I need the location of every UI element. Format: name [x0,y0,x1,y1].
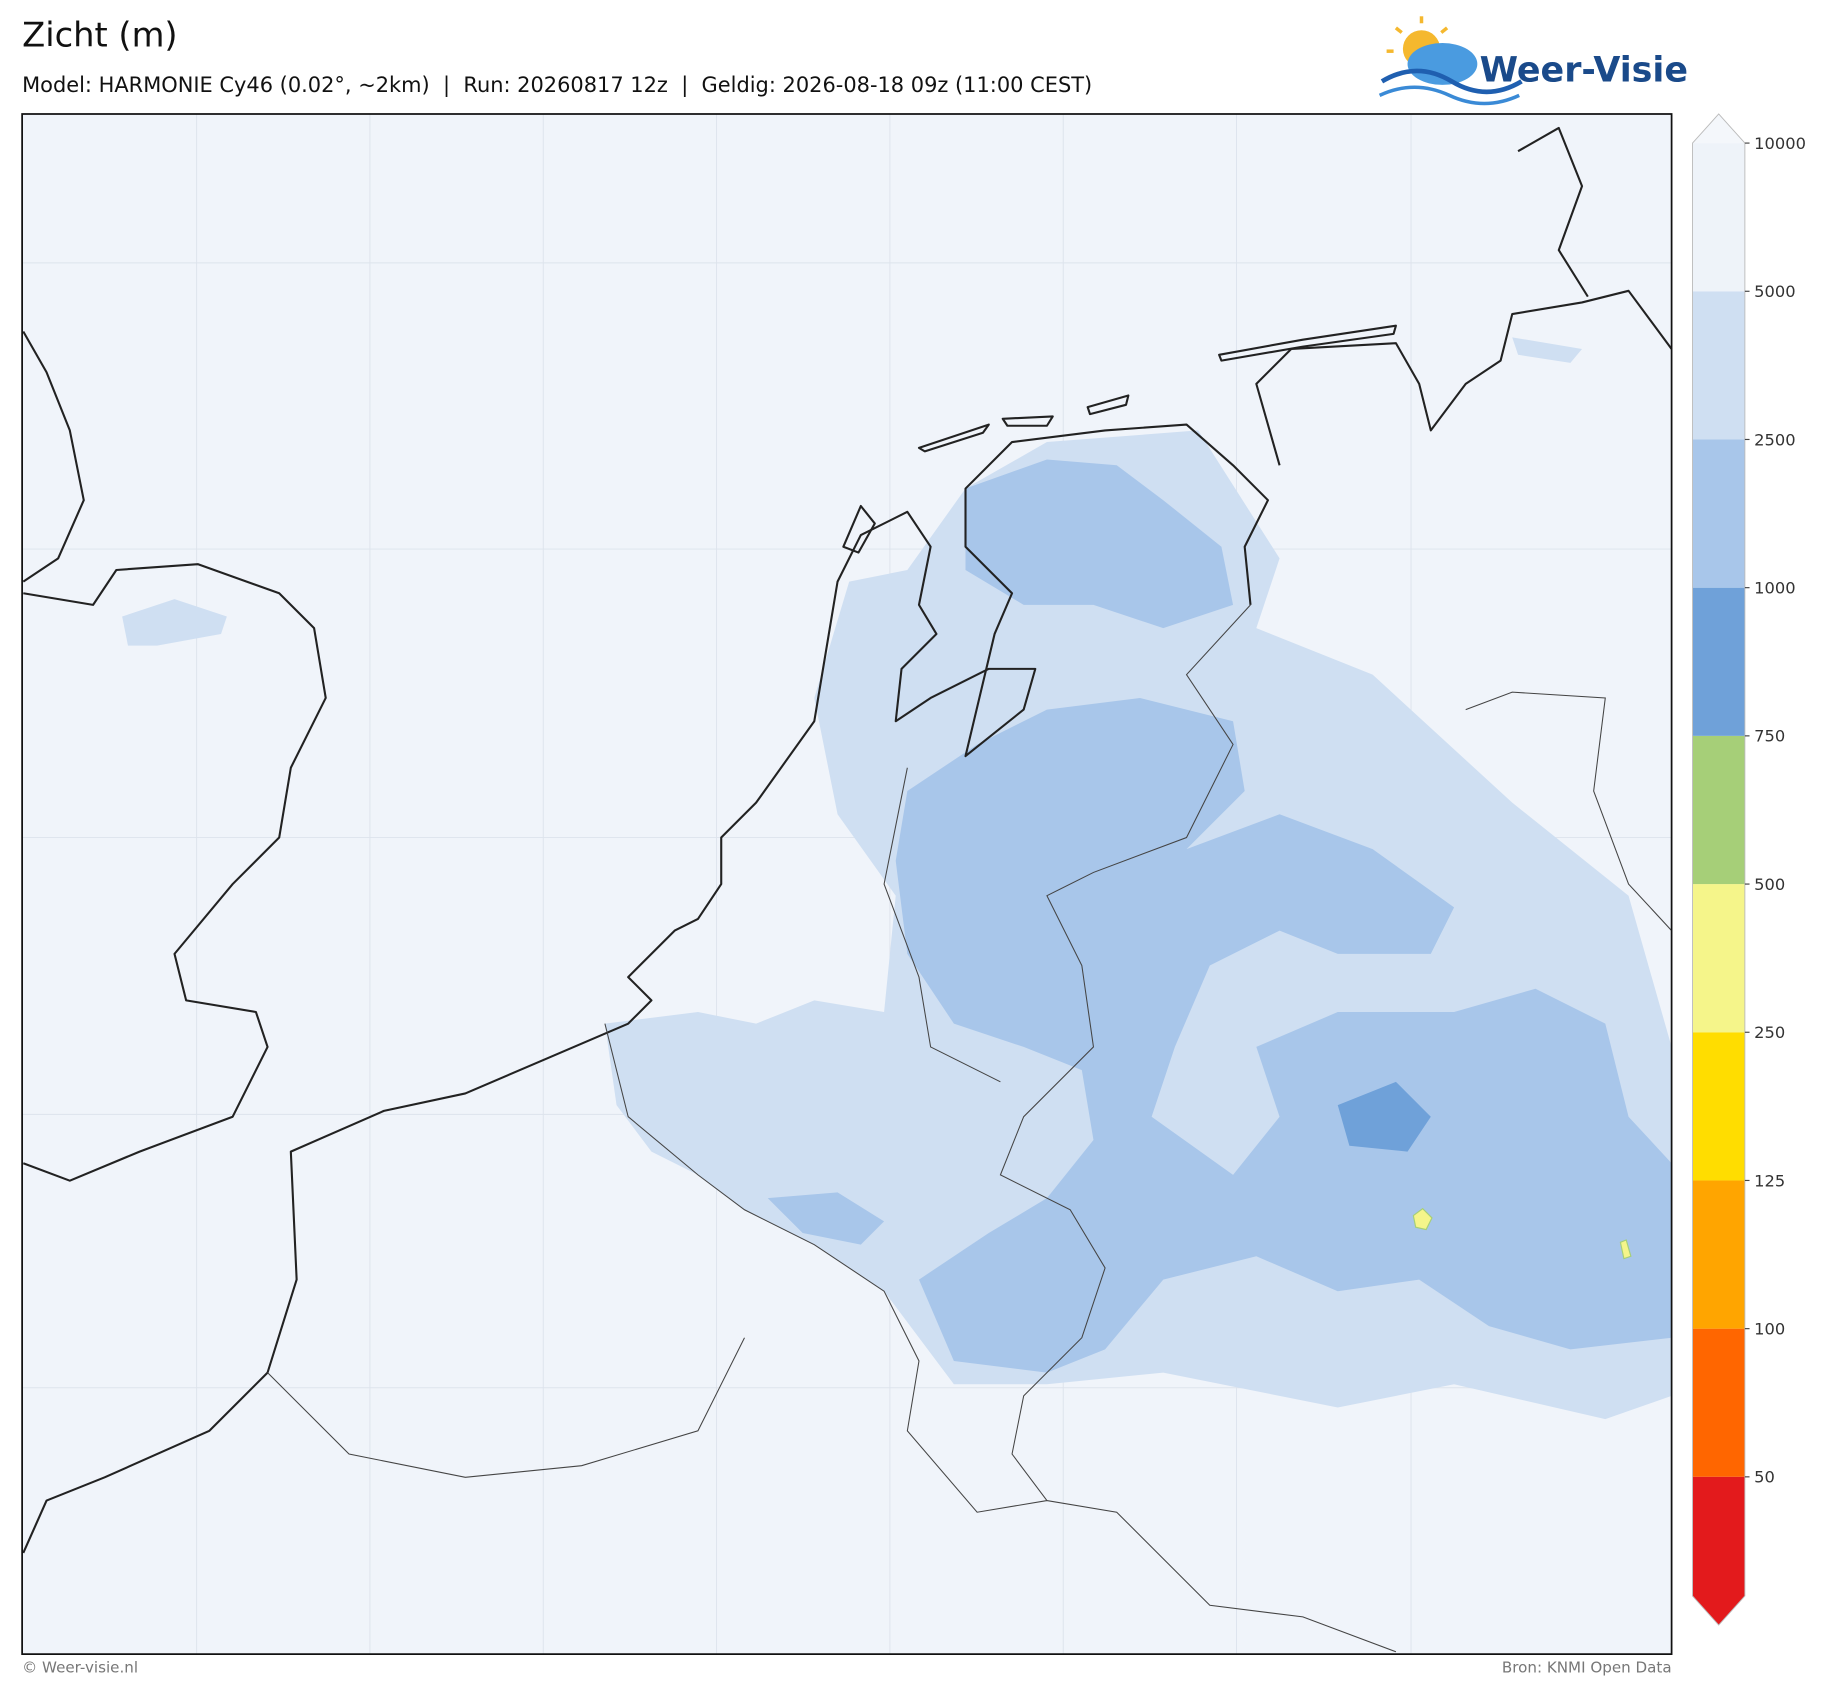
map-frame [21,113,1673,1656]
colorbar-bin [1692,1180,1745,1329]
colorbar-label: 750 [1754,727,1785,746]
colorbar-bin [1692,735,1745,885]
colorbar-bin [1692,884,1745,1033]
colorbar-label: 1000 [1754,578,1795,597]
borders [267,604,1672,1653]
coastlines [22,126,1673,1554]
colorbar-bin [1692,143,1745,292]
colorbar-label: 100 [1754,1319,1785,1338]
footer-left: © Weer-visie.nl [22,1659,138,1677]
colorbar-label: 125 [1754,1171,1785,1190]
colorbar-label: 250 [1754,1023,1785,1042]
title: Zicht (m) [22,16,177,55]
colorbar-bin [1692,1032,1745,1181]
colorbar-extend-low [1692,1476,1745,1626]
colorbar: 50 100 125 250 500 750 1000 2500 5000 10000 [1692,113,1806,1626]
colorbar-outline [1692,113,1746,1626]
colorbar-label: 2500 [1754,430,1795,449]
colorbar-extend-high [1692,113,1745,144]
map [21,113,1673,1656]
colorbar-bin [1692,587,1745,736]
colorbar-label: 50 [1754,1468,1775,1487]
logo: Weer-Visie [1378,16,1688,106]
visibility-field [122,337,1672,1420]
colorbar-label: 5000 [1754,282,1795,301]
colorbar-bin [1692,291,1745,440]
colorbar-bin [1692,439,1745,588]
colorbar-label: 10000 [1754,134,1806,153]
subtitle: Model: HARMONIE Cy46 (0.02°, ~2km) | Run… [22,73,1092,98]
colorbar-bin [1692,1328,1745,1477]
logo-text: Weer-Visie [1480,50,1688,90]
colorbar-label: 500 [1754,875,1785,894]
footer-right: Bron: KNMI Open Data [1502,1659,1672,1677]
